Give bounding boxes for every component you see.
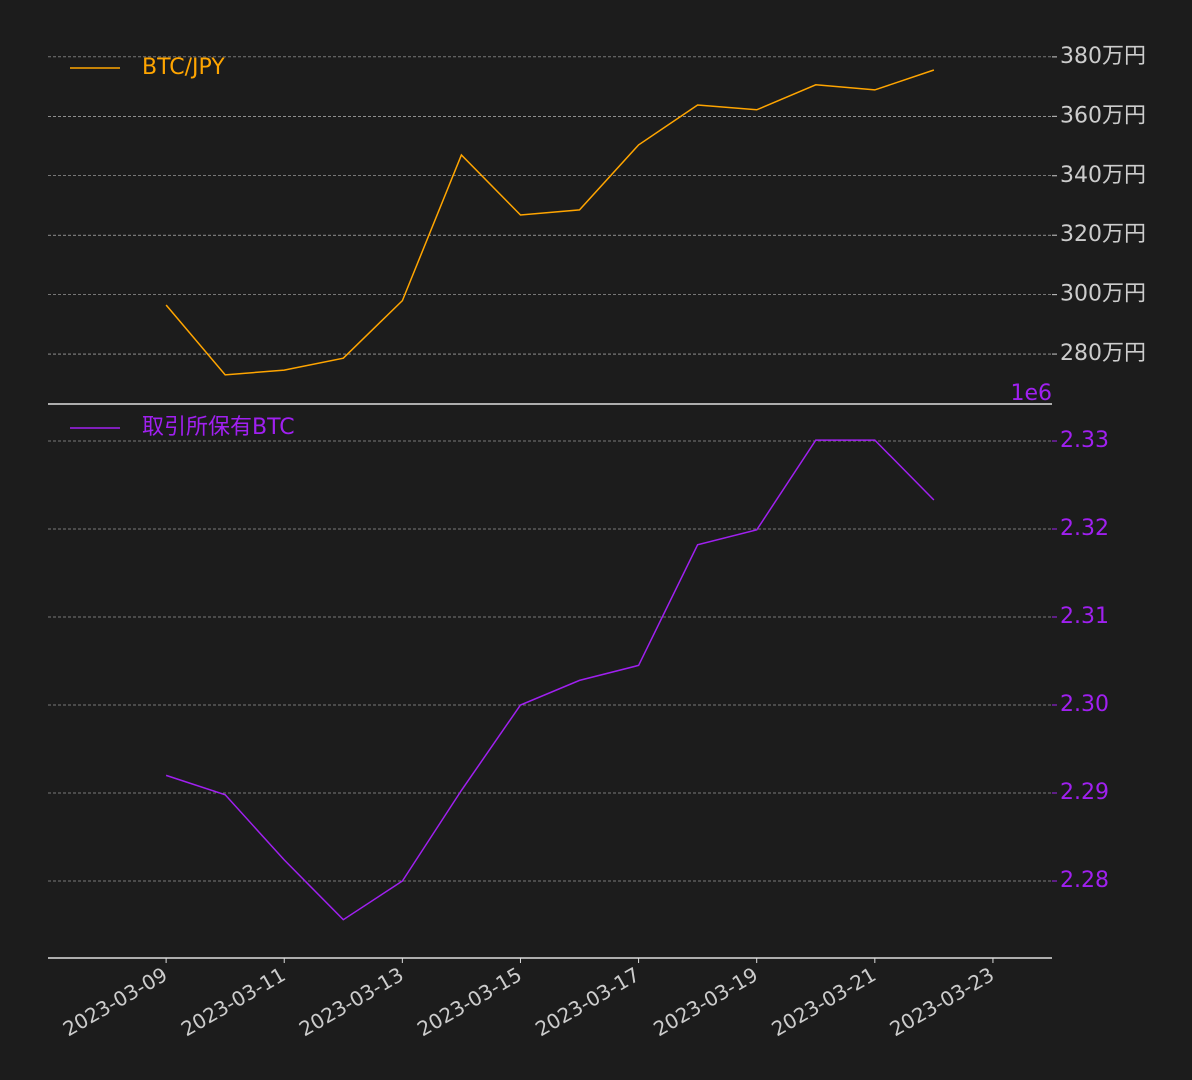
y-tick-label: 2.33 xyxy=(1060,428,1109,453)
y-tick-label: 340万円 xyxy=(1060,163,1146,188)
y-tick-label: 2.31 xyxy=(1060,604,1109,629)
legend-label: BTC/JPY xyxy=(142,55,225,80)
y-tick-label: 380万円 xyxy=(1060,44,1146,69)
data-line xyxy=(165,69,935,376)
y-tick-label: 2.28 xyxy=(1060,868,1109,893)
y-tick-label: 2.29 xyxy=(1060,780,1109,805)
legend-label: 取引所保有BTC xyxy=(142,415,295,440)
y-tick-label: 280万円 xyxy=(1060,341,1146,366)
y-tick-label: 300万円 xyxy=(1060,282,1146,307)
y-tick-label: 320万円 xyxy=(1060,222,1146,247)
y-tick-label: 2.32 xyxy=(1060,516,1109,541)
y-tick-label: 2.30 xyxy=(1060,692,1109,717)
y-offset-text: 1e6 xyxy=(1010,381,1052,406)
data-line xyxy=(165,439,935,921)
y-tick-label: 360万円 xyxy=(1060,103,1146,128)
